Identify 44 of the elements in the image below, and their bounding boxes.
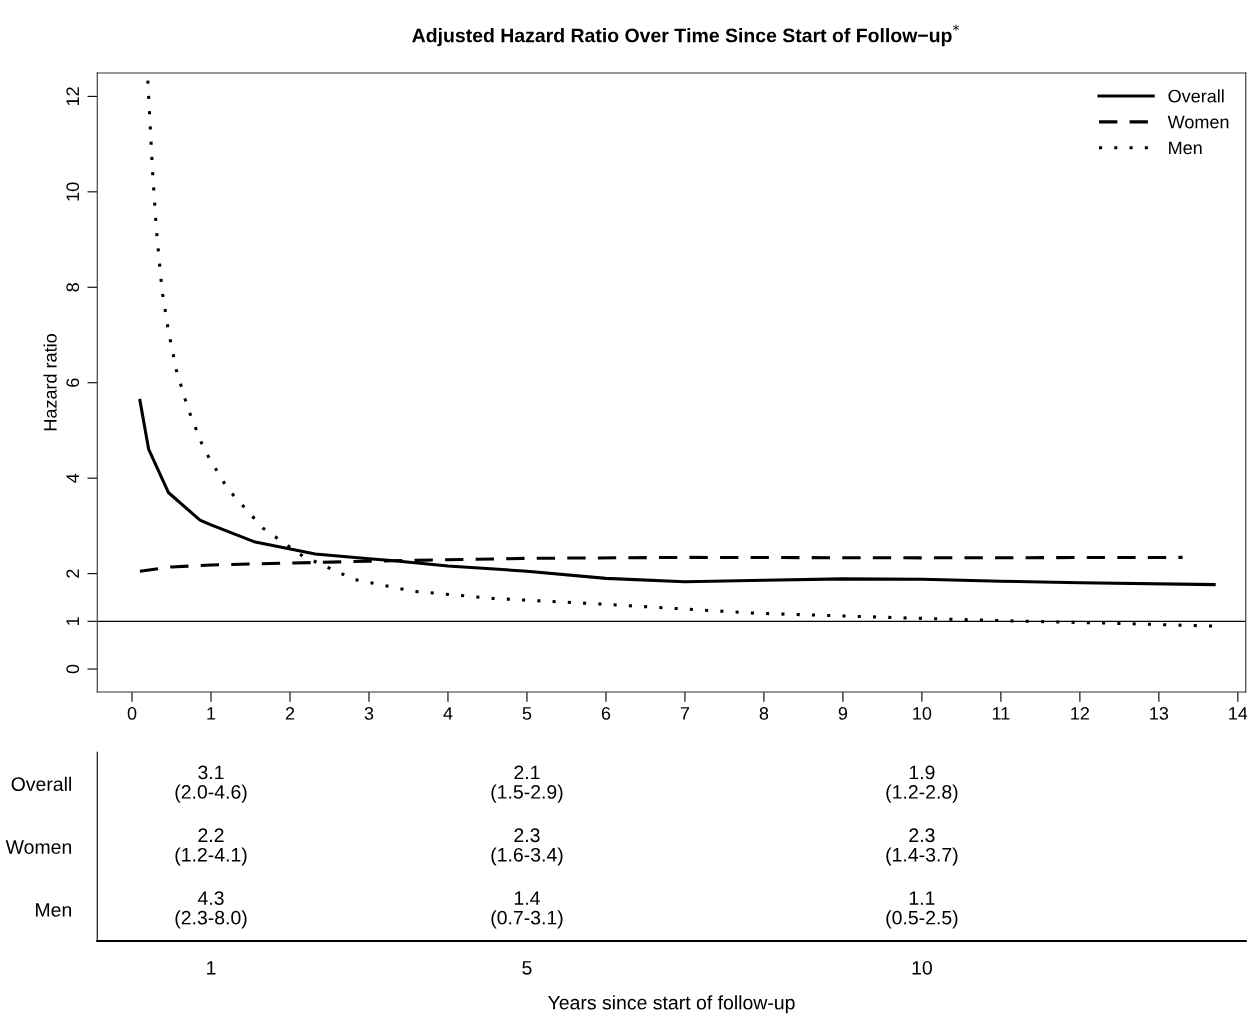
x-tick-label: 2: [285, 707, 295, 720]
y-tick-label: 12: [66, 87, 79, 106]
y-tick-label: 2: [66, 569, 79, 578]
x-tick-label: 1: [207, 707, 216, 720]
y-tick-label: 4: [66, 473, 79, 483]
x-tick-label: 6: [601, 707, 611, 720]
legend-label: Overall: [1168, 89, 1224, 103]
text: 2.1 (1.5-2.9): [491, 765, 563, 803]
x-tick-label: 3: [364, 707, 374, 720]
x-tick-label: 0: [127, 707, 137, 720]
text: Years since start of follow-up: [548, 995, 795, 1014]
legend-label: Men: [1169, 141, 1202, 155]
y-axis-title: Hazard ratio: [43, 334, 57, 431]
y-tick-label: 10: [66, 182, 80, 201]
text: 4.3 (2.3-8.0): [175, 891, 247, 929]
y-tick-label: 6: [66, 378, 80, 387]
x-tick-label: 9: [838, 707, 848, 720]
category-label: 5: [522, 961, 532, 975]
x-tick-label: 8: [759, 707, 769, 720]
category-label: Men: [36, 903, 72, 917]
category-label: Overall: [11, 776, 71, 792]
x-tick-label: 12: [1071, 707, 1090, 720]
text: 1.9 (1.2-2.8): [886, 765, 958, 803]
category-label: 10: [912, 960, 932, 975]
category-label: Women: [5, 840, 72, 854]
x-tick-label: 13: [1150, 707, 1169, 720]
x-tick-label: 7: [680, 707, 690, 720]
y-tick-label: 8: [66, 283, 80, 292]
legend-label: Women: [1167, 115, 1229, 129]
text: 2.3 (1.4-3.7): [886, 828, 958, 866]
text: 3.1 (2.0-4.6): [175, 765, 247, 803]
x-tick-label: 14: [1229, 707, 1247, 720]
category-label: 1: [207, 961, 216, 975]
chart-title: Adjusted Hazard Ratio Over Time Since Start of Follow−up$^{*}$: [412, 24, 960, 47]
y-tick-label: 1: [66, 617, 79, 625]
text: 2.2 (1.2-4.1): [175, 828, 247, 866]
text: 1.4 (0.7-3.1): [491, 891, 563, 929]
text: 2.3 (1.6-3.4): [491, 828, 563, 866]
y-tick-label: 0: [66, 664, 80, 674]
x-tick-label: 4: [443, 707, 453, 720]
x-tick-label: 11: [992, 707, 1010, 720]
x-tick-label: 10: [913, 707, 932, 720]
x-tick-label: 5: [522, 707, 532, 720]
text: 1.1 (0.5-2.5): [886, 891, 958, 929]
